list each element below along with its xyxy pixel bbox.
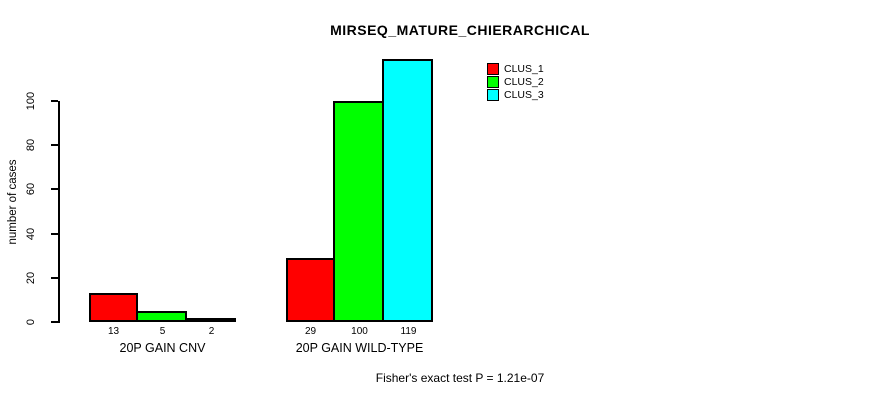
y-axis-line [58, 101, 60, 323]
fisher-test-caption: Fisher's exact test P = 1.21e-07 [375, 371, 545, 385]
bar [136, 311, 187, 322]
bar-value-label: 2 [208, 326, 215, 337]
bar-value-label: 13 [107, 326, 120, 337]
legend-item: CLUS_2 [487, 75, 544, 88]
legend-item: CLUS_1 [487, 62, 544, 75]
y-tick-label: 60 [25, 183, 37, 196]
bar [333, 101, 384, 322]
y-tick-label: 80 [25, 139, 37, 152]
y-tick [51, 276, 58, 279]
y-tick [51, 144, 58, 147]
legend-label: CLUS_2 [504, 75, 544, 88]
y-tick [51, 321, 58, 323]
bar [286, 258, 335, 322]
x-category-label: 20P GAIN CNV [119, 341, 206, 355]
legend-swatch [487, 88, 499, 101]
y-tick-label: 0 [25, 318, 37, 326]
y-tick [51, 188, 58, 191]
bar-value-label: 119 [400, 326, 417, 337]
bar [382, 59, 433, 322]
y-axis-title: number of cases [7, 159, 19, 245]
bar [185, 318, 236, 322]
bar-value-label: 29 [304, 326, 317, 337]
y-tick [51, 232, 58, 235]
legend-label: CLUS_1 [504, 62, 544, 75]
legend-item: CLUS_3 [487, 88, 544, 101]
y-tick-label: 100 [25, 91, 37, 111]
y-tick-label: 40 [25, 227, 37, 240]
y-tick-label: 20 [25, 271, 37, 284]
legend-label: CLUS_3 [504, 88, 544, 101]
bar-value-label: 100 [351, 326, 368, 337]
legend-swatch [487, 62, 499, 75]
y-tick [51, 100, 58, 102]
legend-swatch [487, 75, 499, 88]
x-category-label: 20P GAIN WILD-TYPE [295, 341, 424, 355]
bar-value-label: 5 [159, 326, 166, 337]
legend: CLUS_1 CLUS_2 CLUS_3 [487, 62, 544, 101]
bar [89, 293, 138, 322]
chart-title: MIRSEQ_MATURE_CHIERARCHICAL [330, 22, 590, 38]
